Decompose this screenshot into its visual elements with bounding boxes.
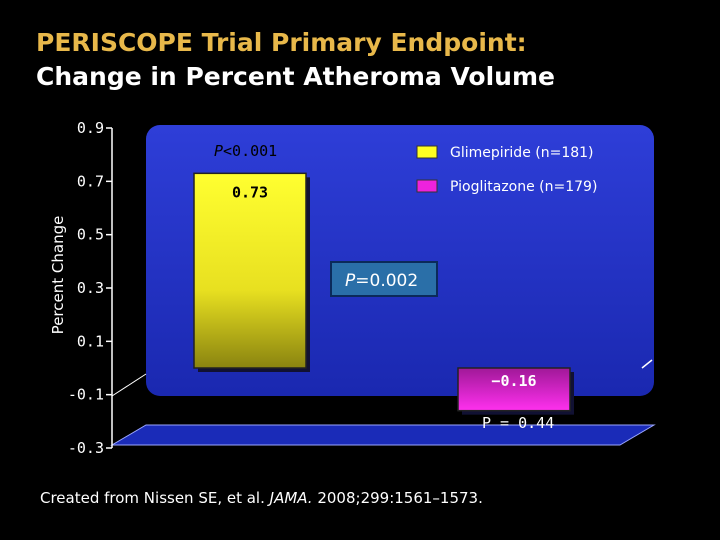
y-tick-label: 0.5	[77, 226, 104, 244]
p-value-pioglitazone: P = 0.44	[482, 414, 554, 432]
legend-swatch-glimepiride	[416, 145, 438, 159]
legend-label-glimepiride: Glimepiride (n=181)	[450, 145, 594, 161]
p-value-glimepiride: P<0.001	[214, 142, 277, 160]
legend-label-pioglitazone: Pioglitazone (n=179)	[450, 179, 597, 195]
y-ticks: 0.9 0.7 0.5 0.3 0.1 -0.1 -0.3	[68, 119, 112, 457]
legend-swatch-pioglitazone	[416, 179, 438, 193]
legend: Glimepiride (n=181) Pioglitazone (n=179)	[416, 145, 597, 195]
bar-value-label-glimepiride: 0.73	[232, 183, 268, 201]
x-axis-baseline-right	[641, 359, 653, 369]
bar-glimepiride	[193, 172, 307, 369]
plot-floor	[110, 424, 656, 446]
source-citation: Created from Nissen SE, et al. JAMA. 200…	[40, 489, 483, 507]
y-tick-label: -0.3	[68, 439, 104, 457]
x-axis-baseline	[111, 373, 147, 397]
bar-pioglitazone	[457, 367, 571, 412]
slide-title: PERISCOPE Trial Primary Endpoint:	[36, 28, 527, 57]
y-tick-label: 0.7	[77, 172, 104, 190]
bar-value-label-pioglitazone: −0.16	[491, 372, 536, 390]
y-tick-label: 0.3	[77, 279, 104, 297]
p-value-between: P=0.002	[345, 271, 418, 291]
source-prefix: Created from Nissen SE, et al.	[40, 489, 270, 507]
source-suffix: 2008;299:1561–1573.	[312, 489, 483, 507]
y-tick-label: -0.1	[68, 386, 104, 404]
y-axis-title: Percent Change	[49, 216, 67, 335]
y-tick-label: 0.9	[77, 119, 104, 137]
p-value-between-box	[330, 261, 438, 297]
slide-subtitle: Change in Percent Atheroma Volume	[36, 62, 555, 91]
y-tick-label: 0.1	[77, 332, 104, 350]
bars: 0.73 −0.16	[193, 172, 574, 415]
source-journal: JAMA.	[269, 489, 313, 507]
